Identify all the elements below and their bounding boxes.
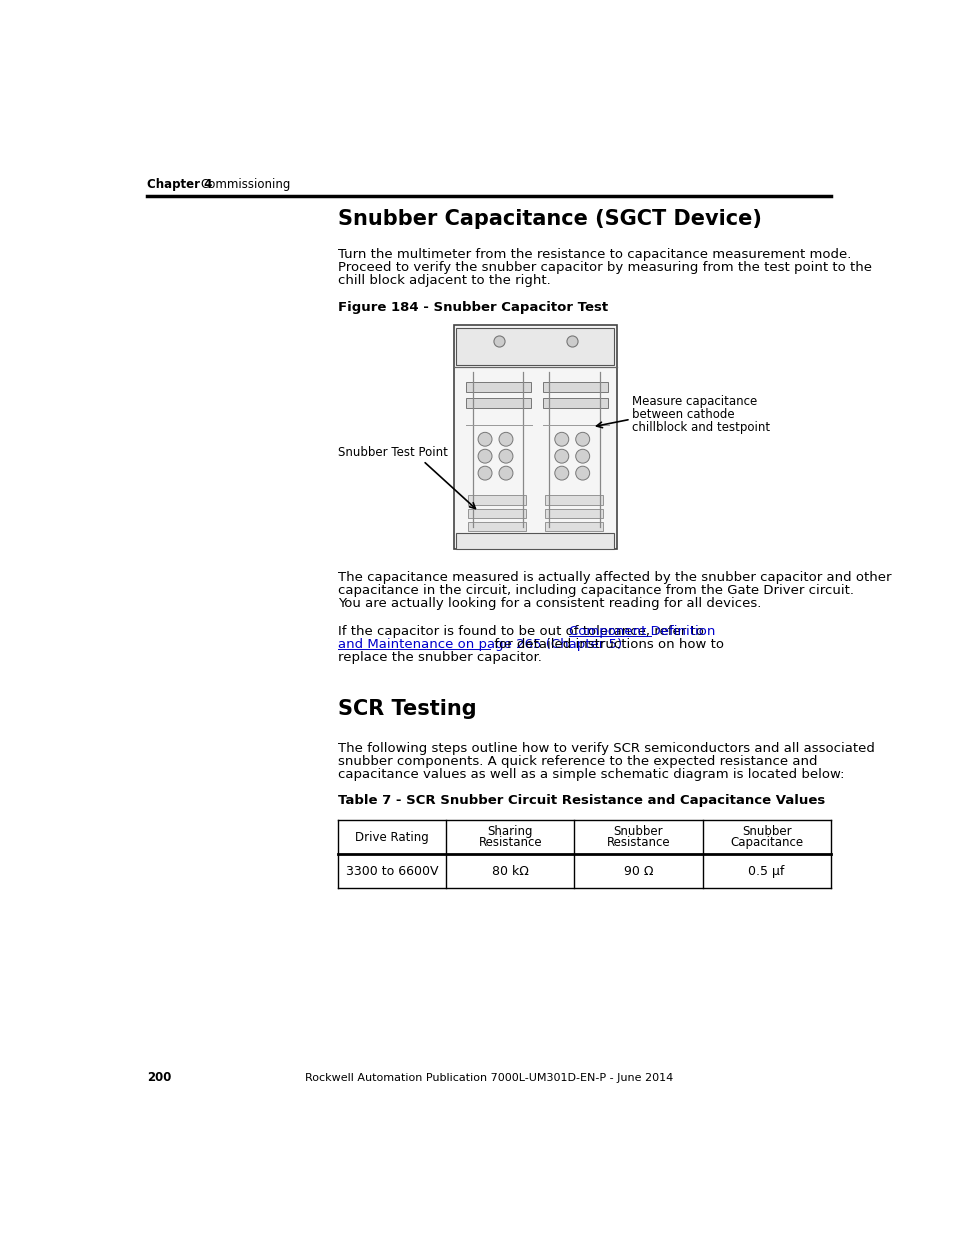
Circle shape [555, 450, 568, 463]
Text: Resistance: Resistance [478, 836, 541, 850]
Circle shape [498, 466, 513, 480]
Text: Snubber Test Point: Snubber Test Point [337, 446, 447, 459]
Text: 200: 200 [147, 1072, 172, 1084]
Bar [468, 509, 525, 517]
Text: Capacitance: Capacitance [729, 836, 802, 850]
Text: Proceed to verify the snubber capacitor by measuring from the test point to the: Proceed to verify the snubber capacitor … [337, 261, 871, 274]
Bar [456, 327, 614, 366]
Text: The following steps outline how to verify SCR semiconductors and all associated: The following steps outline how to verif… [337, 742, 874, 755]
Circle shape [477, 432, 492, 446]
Bar [542, 398, 607, 408]
Text: Drive Rating: Drive Rating [355, 831, 429, 844]
Text: Table 7 - SCR Snubber Circuit Resistance and Capacitance Values: Table 7 - SCR Snubber Circuit Resistance… [337, 794, 824, 808]
Text: for detailed instructions on how to: for detailed instructions on how to [490, 638, 723, 651]
Circle shape [498, 450, 513, 463]
Bar [468, 495, 525, 505]
Text: The capacitance measured is actually affected by the snubber capacitor and other: The capacitance measured is actually aff… [337, 571, 890, 584]
Text: Turn the multimeter from the resistance to capacitance measurement mode.: Turn the multimeter from the resistance … [337, 247, 850, 261]
Text: Snubber: Snubber [741, 825, 791, 839]
Circle shape [555, 432, 568, 446]
Text: 0.5 μf: 0.5 μf [748, 864, 784, 878]
Circle shape [477, 450, 492, 463]
Text: Snubber Capacitance (SGCT Device): Snubber Capacitance (SGCT Device) [337, 209, 760, 230]
Text: Figure 184 - Snubber Capacitor Test: Figure 184 - Snubber Capacitor Test [337, 301, 607, 315]
Circle shape [498, 432, 513, 446]
Text: You are actually looking for a consistent reading for all devices.: You are actually looking for a consisten… [337, 597, 760, 610]
Text: chill block adjacent to the right.: chill block adjacent to the right. [337, 274, 550, 287]
Text: Measure capacitance: Measure capacitance [632, 395, 757, 409]
Bar [466, 398, 530, 408]
Text: Snubber: Snubber [613, 825, 662, 839]
Text: Commissioning: Commissioning [200, 178, 291, 191]
Text: and Maintenance on page 265 (Chapter 5): and Maintenance on page 265 (Chapter 5) [337, 638, 621, 651]
Text: If the capacitor is found to be out of tolerance, refer to: If the capacitor is found to be out of t… [337, 625, 707, 637]
Circle shape [477, 466, 492, 480]
Text: 3300 to 6600V: 3300 to 6600V [345, 864, 437, 878]
Text: Sharing: Sharing [487, 825, 533, 839]
Text: between cathode: between cathode [632, 409, 734, 421]
Text: capacitance values as well as a simple schematic diagram is located below:: capacitance values as well as a simple s… [337, 768, 843, 781]
Bar [466, 383, 530, 393]
Bar [542, 383, 607, 393]
Text: Component Definition: Component Definition [568, 625, 719, 637]
Bar [544, 495, 602, 505]
Circle shape [575, 466, 589, 480]
Text: Rockwell Automation Publication 7000L-UM301D-EN-P - June 2014: Rockwell Automation Publication 7000L-UM… [304, 1073, 673, 1083]
Text: capacitance in the circuit, including capacitance from the Gate Driver circuit.: capacitance in the circuit, including ca… [337, 584, 853, 597]
Text: snubber components. A quick reference to the expected resistance and: snubber components. A quick reference to… [337, 755, 817, 768]
Bar [468, 521, 525, 531]
Text: Resistance: Resistance [606, 836, 670, 850]
Text: 90 Ω: 90 Ω [623, 864, 653, 878]
Circle shape [555, 466, 568, 480]
Bar [544, 509, 602, 517]
Text: SCR Testing: SCR Testing [337, 699, 476, 719]
Circle shape [575, 450, 589, 463]
Text: 80 kΩ: 80 kΩ [492, 864, 528, 878]
Text: Chapter 4: Chapter 4 [147, 178, 213, 191]
Circle shape [575, 432, 589, 446]
Bar [456, 534, 614, 548]
Text: chillblock and testpoint: chillblock and testpoint [632, 421, 770, 433]
Text: replace the snubber capacitor.: replace the snubber capacitor. [337, 651, 541, 664]
Bar [544, 521, 602, 531]
Bar [454, 325, 617, 548]
